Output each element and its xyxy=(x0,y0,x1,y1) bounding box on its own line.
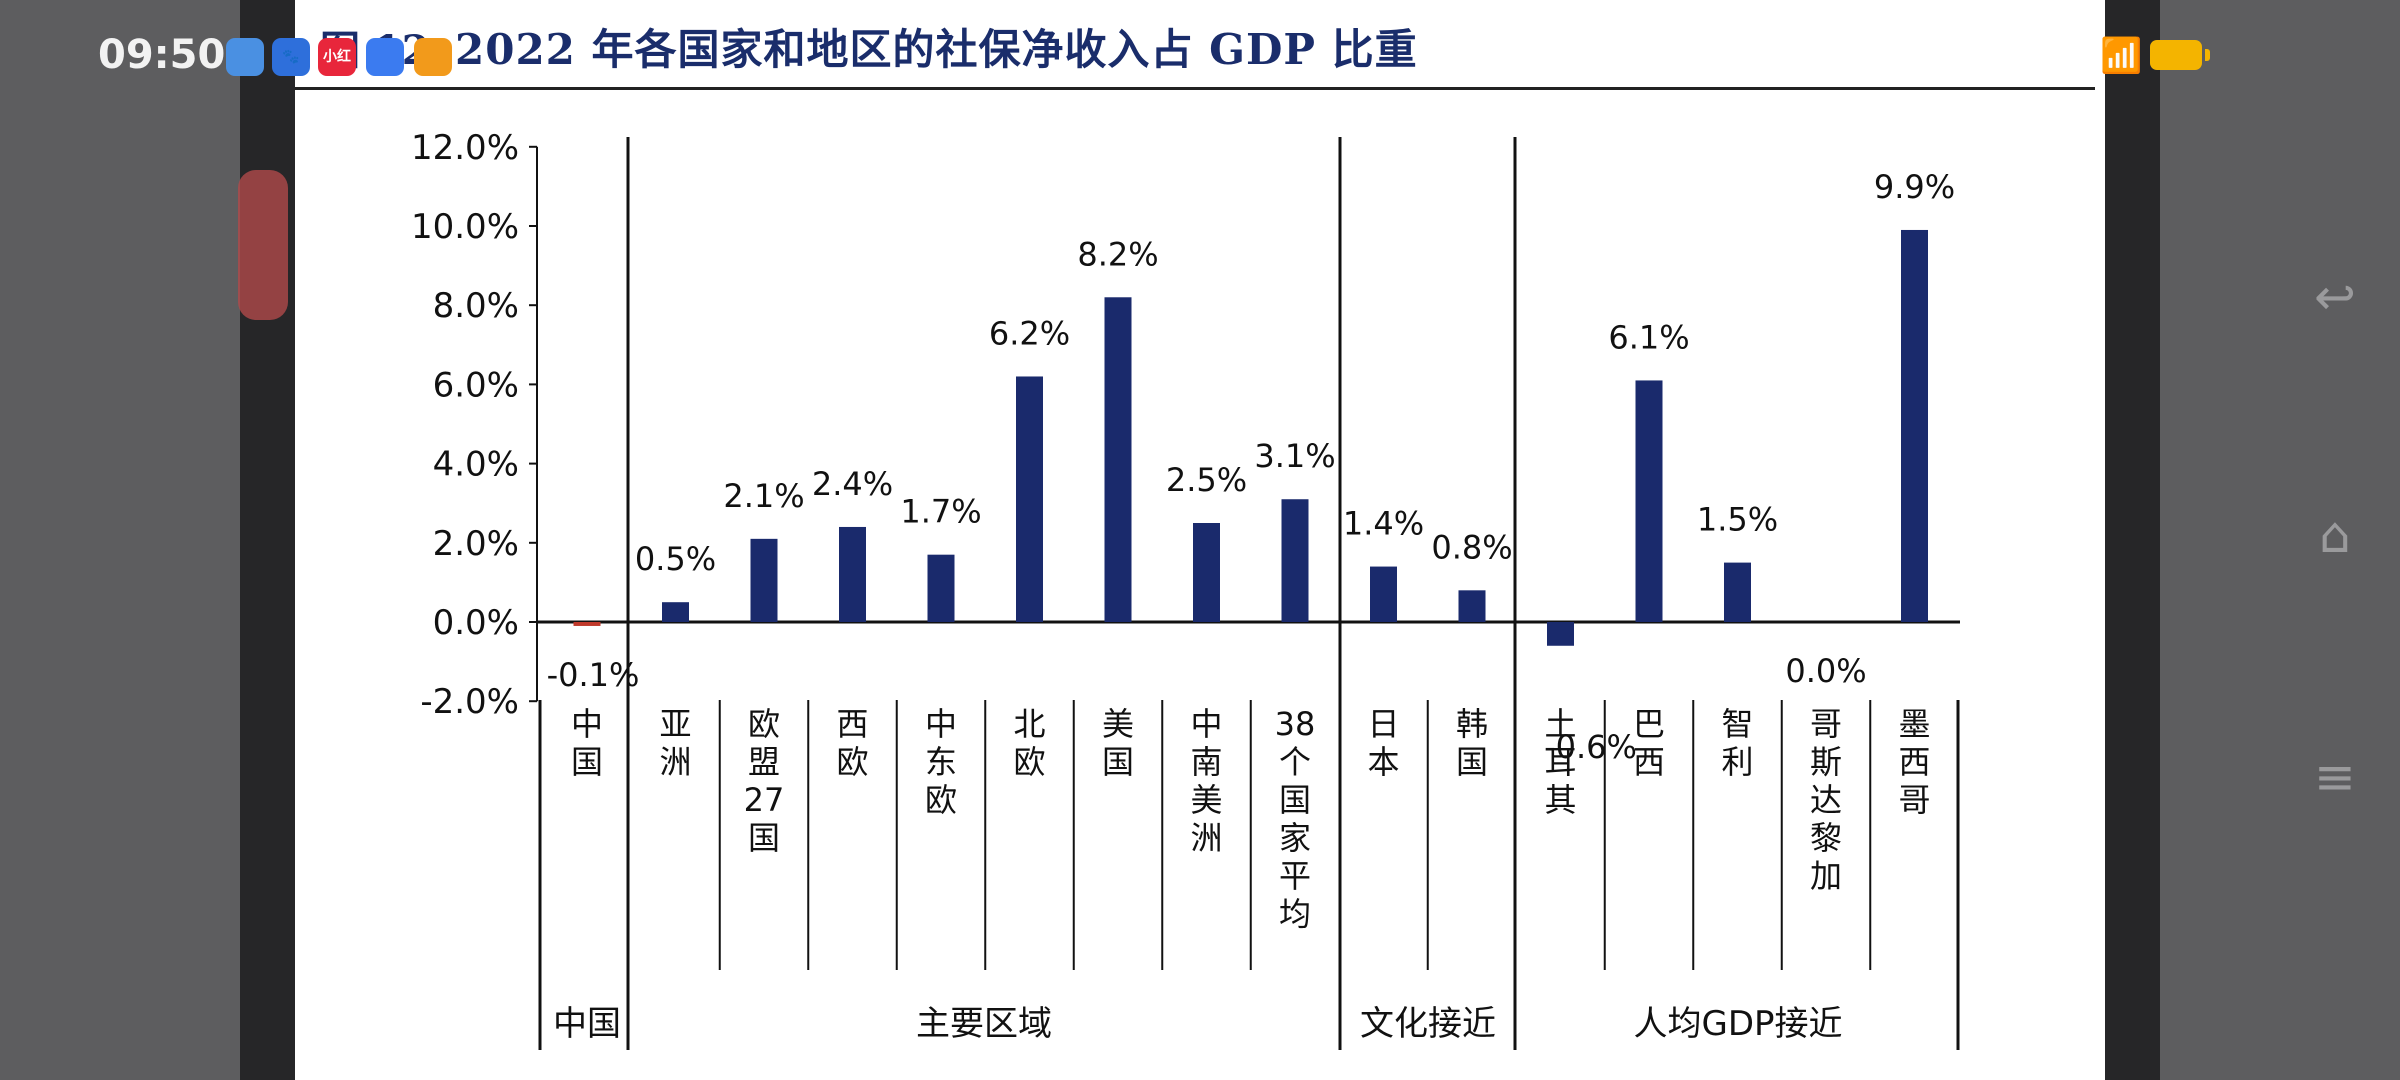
data-label: 3.1% xyxy=(1254,437,1335,475)
status-time: 09:50 xyxy=(98,32,226,78)
data-label: 2.1% xyxy=(723,477,804,515)
data-label: 0.0% xyxy=(1785,652,1866,690)
background-left-edge xyxy=(240,0,295,1080)
category-label: 美国 xyxy=(1102,705,1134,781)
group-label: 人均GDP接近 xyxy=(1633,1004,1842,1044)
y-tick-label: 10.0% xyxy=(411,207,519,247)
data-label: 8.2% xyxy=(1077,235,1158,273)
category-label: 日本 xyxy=(1367,705,1399,781)
category-label: 欧盟 27 国 xyxy=(744,705,785,857)
bar xyxy=(1104,297,1132,622)
y-tick-label: -2.0% xyxy=(420,682,519,722)
battery-icon xyxy=(2150,40,2210,70)
bar xyxy=(927,554,955,622)
bar-chart: -2.0% 0.0% 2.0% 4.0% 6.0% 8.0% 10.0% 12.0% -0.1%… xyxy=(411,128,1960,1050)
category-label: 韩国 xyxy=(1456,705,1488,781)
xiaohongshu-icon: 小红书 xyxy=(318,38,356,76)
category-label: 巴西 xyxy=(1633,705,1665,781)
bar xyxy=(1547,622,1574,646)
category-label: 中国 xyxy=(571,705,603,781)
data-label: 1.5% xyxy=(1697,501,1778,539)
data-label: 0.8% xyxy=(1431,528,1512,566)
bar xyxy=(1901,229,1928,622)
group-label: 文化接近 xyxy=(1360,1004,1496,1044)
bar xyxy=(750,538,778,622)
category-label: 西欧 xyxy=(836,705,868,781)
feather-app-icon xyxy=(226,38,264,76)
background-right-edge xyxy=(2105,0,2160,1080)
bar xyxy=(1635,380,1663,622)
wifi-icon: 📶 xyxy=(2100,36,2143,76)
y-tick-label: 0.0% xyxy=(433,603,519,643)
data-label: 1.4% xyxy=(1343,505,1424,543)
category-label: 墨西哥 xyxy=(1898,705,1930,819)
category-label: 38 个国家平均 xyxy=(1275,705,1316,933)
category-label: 中南美洲 xyxy=(1190,705,1222,857)
y-tick-label: 6.0% xyxy=(433,365,519,405)
chart-title: 2022 年各国家和地区的社保净收入占 GDP 比重 xyxy=(455,25,1418,74)
bar xyxy=(1370,566,1397,622)
group-label: 主要区域 xyxy=(916,1004,1052,1044)
data-label: 2.4% xyxy=(812,465,893,503)
baidu-icon: 🐾 xyxy=(272,38,310,76)
category-label: 土耳其 xyxy=(1544,705,1576,819)
category-label: 北欧 xyxy=(1013,705,1045,781)
data-label: -0.6% xyxy=(1544,728,1637,766)
data-label: -0.1% xyxy=(547,656,640,694)
y-tick-label: 2.0% xyxy=(433,524,519,564)
bar xyxy=(1724,562,1751,622)
bar xyxy=(1193,523,1220,622)
game-icon xyxy=(414,38,452,76)
bar xyxy=(1016,376,1043,622)
bar xyxy=(839,526,866,622)
bar xyxy=(662,602,689,622)
y-tick-label: 8.0% xyxy=(433,286,519,326)
background-right xyxy=(2160,0,2400,1080)
background-blur-shape xyxy=(238,170,288,320)
menu-icon[interactable]: ≡ xyxy=(2314,748,2356,806)
back-icon[interactable]: ↩ xyxy=(2314,268,2356,326)
background-left xyxy=(0,0,240,1080)
bar xyxy=(1458,590,1486,622)
data-label: 1.7% xyxy=(900,493,981,531)
group-label: 中国 xyxy=(553,1004,621,1044)
home-icon[interactable]: ⌂ xyxy=(2319,506,2351,564)
y-tick-label: 4.0% xyxy=(433,445,519,485)
data-label: 0.5% xyxy=(635,540,716,578)
title-divider xyxy=(295,87,2095,90)
data-label: 6.1% xyxy=(1608,318,1689,356)
category-label: 哥斯达黎加 xyxy=(1810,705,1842,895)
category-label: 智利 xyxy=(1721,705,1753,781)
data-label: 9.9% xyxy=(1874,168,1955,206)
category-label: 亚洲 xyxy=(659,705,691,781)
y-tick-label: 12.0% xyxy=(411,128,519,168)
category-label: 中东欧 xyxy=(925,705,957,819)
data-label: 6.2% xyxy=(989,314,1070,352)
bar xyxy=(573,622,601,626)
browser-icon xyxy=(366,38,404,76)
data-label: 2.5% xyxy=(1166,461,1247,499)
bar xyxy=(1281,499,1309,622)
